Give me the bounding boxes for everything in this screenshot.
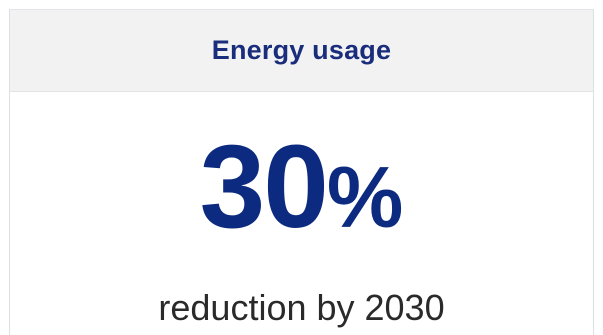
card-title: Energy usage [211, 35, 392, 65]
stat-number: 30 [199, 121, 329, 253]
stat-value: 30% [10, 128, 593, 246]
card-header: Energy usage [10, 10, 593, 92]
stat-caption: reduction by 2030 [158, 287, 445, 328]
stat-unit: % [326, 150, 404, 246]
energy-usage-card: Energy usage 30% reduction by 2030 [9, 9, 594, 335]
